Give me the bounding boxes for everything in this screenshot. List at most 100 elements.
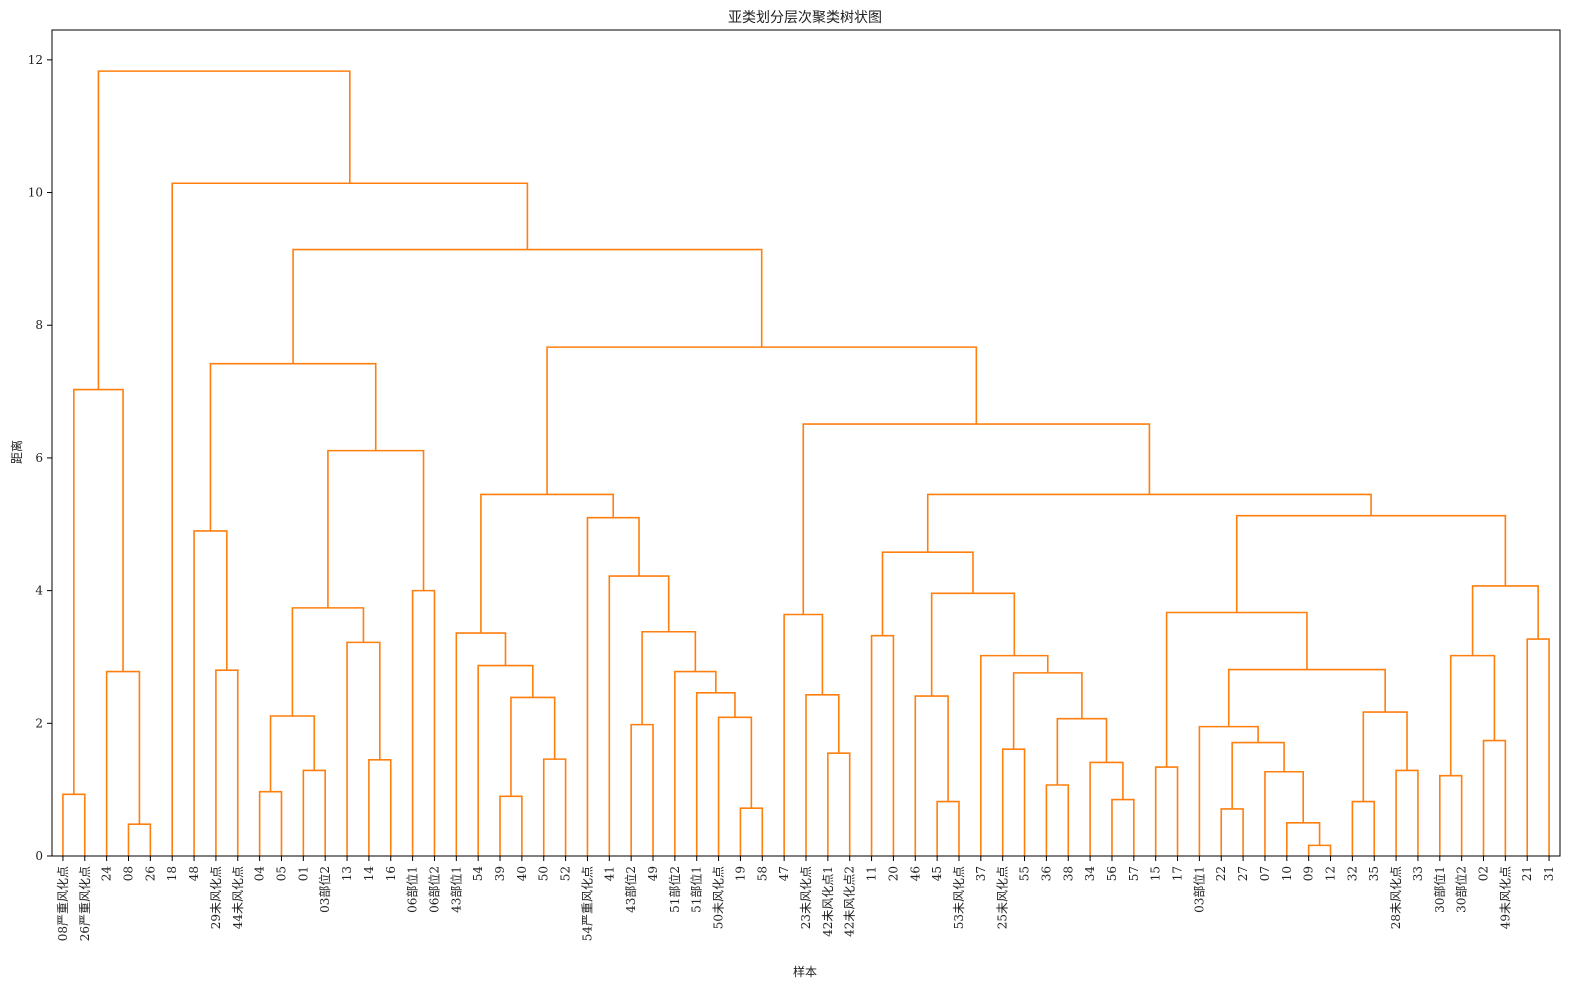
- x-tick-label: 18: [165, 866, 179, 881]
- dendrogram-link: [1526, 638, 1550, 856]
- x-tick-label: 24: [100, 866, 114, 882]
- dendrogram-link: [641, 630, 697, 725]
- x-tick-label: 39: [493, 866, 507, 881]
- dendrogram-link: [827, 752, 851, 856]
- dendrogram-link: [980, 654, 1049, 856]
- x-tick-label: 30部位1: [1432, 866, 1447, 913]
- dendrogram-link: [1056, 717, 1108, 786]
- x-tick-label: 43部位2: [623, 866, 638, 913]
- dendrogram-link: [586, 516, 640, 856]
- x-tick-label: 49: [646, 866, 660, 881]
- x-axis-label: 样本: [793, 964, 817, 979]
- dendrogram-link: [805, 693, 840, 856]
- dendrogram-link: [1231, 741, 1285, 809]
- dendrogram-link: [802, 423, 1151, 615]
- dendrogram-link: [783, 613, 824, 856]
- y-tick-label: 6: [35, 451, 43, 465]
- x-tick-label: 55: [1018, 866, 1032, 881]
- x-tick-label: 51部位1: [689, 866, 704, 913]
- dendrogram-link: [1362, 711, 1408, 802]
- x-tick-label: 06部位2: [426, 866, 441, 913]
- dendrogram-link: [411, 589, 436, 856]
- dendrogram-link: [291, 607, 365, 717]
- dendrogram-link: [1351, 800, 1376, 856]
- x-tick-label: 47: [777, 866, 791, 881]
- dendrogram-link: [1471, 585, 1539, 656]
- y-tick-label: 12: [28, 53, 43, 67]
- dendrogram-link: [542, 758, 567, 856]
- x-tick-label: 08严重风化点: [56, 866, 70, 941]
- x-tick-label: 33: [1411, 866, 1425, 881]
- dendrogram-link: [630, 723, 654, 856]
- dendrogram-link: [1012, 672, 1083, 750]
- dendrogram-link: [1264, 770, 1304, 856]
- dendrogram-link: [477, 664, 534, 856]
- x-tick-label: 10: [1280, 866, 1294, 881]
- y-tick-label: 8: [35, 318, 43, 332]
- dendrogram-link: [930, 592, 1016, 697]
- plot-frame: [51, 29, 1561, 857]
- dendrogram-link: [127, 823, 152, 856]
- dendrogram-link: [269, 715, 316, 792]
- x-tick-label: 26严重风化点: [78, 866, 92, 941]
- x-tick-label: 52: [559, 866, 573, 881]
- x-tick-label: 25未风化点: [996, 866, 1010, 929]
- dendrogram-link: [368, 758, 392, 856]
- x-tick-label: 05: [274, 866, 288, 881]
- x-tick-label: 50未风化点: [712, 866, 726, 929]
- dendrogram-link: [455, 632, 507, 856]
- x-tick-label: 44未风化点: [231, 866, 245, 929]
- chart-title: 亚类划分层次聚类树状图: [728, 10, 882, 26]
- x-tick-label: 41: [602, 866, 616, 881]
- x-tick-label: 30部位2: [1454, 866, 1469, 913]
- dendrogram-link: [62, 793, 86, 856]
- x-tick-label: 17: [1171, 866, 1185, 881]
- x-tick-label: 51部位2: [667, 866, 682, 913]
- x-tick-label: 08: [121, 866, 135, 881]
- x-tick-label: 35: [1367, 866, 1381, 881]
- x-tick-label: 36: [1039, 866, 1053, 881]
- dendrogram-link: [914, 695, 949, 856]
- dendrogram-link: [1165, 611, 1308, 768]
- dendrogram-link: [171, 182, 529, 856]
- dendrogram-link: [302, 769, 326, 856]
- dendrogram-link: [1111, 798, 1135, 856]
- x-tick-label: 02: [1477, 866, 1491, 881]
- x-tick-label: 42未风化点2: [843, 866, 857, 937]
- x-tick-label: 13: [340, 866, 354, 881]
- y-tick-label: 0: [35, 849, 43, 863]
- dendrogram-link: [739, 807, 764, 856]
- x-tick-label: 54严重风化点: [580, 866, 594, 941]
- x-tick-label: 37: [974, 866, 988, 881]
- x-tick-label: 07: [1258, 866, 1272, 881]
- dendrogram-link: [717, 716, 753, 856]
- x-tick-label: 34: [1083, 866, 1097, 882]
- dendrogram-link: [1045, 784, 1070, 856]
- x-tick-label: 57: [1127, 866, 1141, 881]
- x-tick-label: 11: [865, 866, 879, 881]
- x-tick-label: 54: [471, 866, 485, 882]
- dendrogram-link: [936, 800, 960, 856]
- dendrogram-link: [1198, 725, 1259, 856]
- dendrogram-link: [1227, 668, 1386, 727]
- dendrogram-link: [1307, 844, 1332, 856]
- dendrogram-link: [1154, 766, 1179, 856]
- x-tick-label: 06部位1: [405, 866, 420, 913]
- y-tick-label: 4: [35, 584, 43, 598]
- x-tick-label: 38: [1061, 866, 1075, 881]
- x-tick-label: 15: [1149, 866, 1163, 881]
- x-tick-label: 12: [1324, 866, 1338, 881]
- y-axis-label: 距离: [9, 440, 24, 464]
- y-tick-label: 10: [28, 186, 43, 200]
- x-tick-label: 53未风化点: [952, 866, 966, 929]
- dendrogram-link: [105, 670, 141, 856]
- dendrogram-link: [510, 696, 556, 797]
- x-tick-label: 42未风化点1: [821, 866, 835, 937]
- x-tick-label: 49未风化点: [1498, 866, 1512, 929]
- dendrogram-link: [1482, 739, 1507, 856]
- x-tick-label: 04: [253, 866, 267, 882]
- dendrogram-link: [1395, 769, 1419, 856]
- dendrogram-link: [926, 493, 1372, 553]
- x-tick-label: 14: [362, 866, 376, 882]
- x-tick-label: 43部位1: [448, 866, 463, 913]
